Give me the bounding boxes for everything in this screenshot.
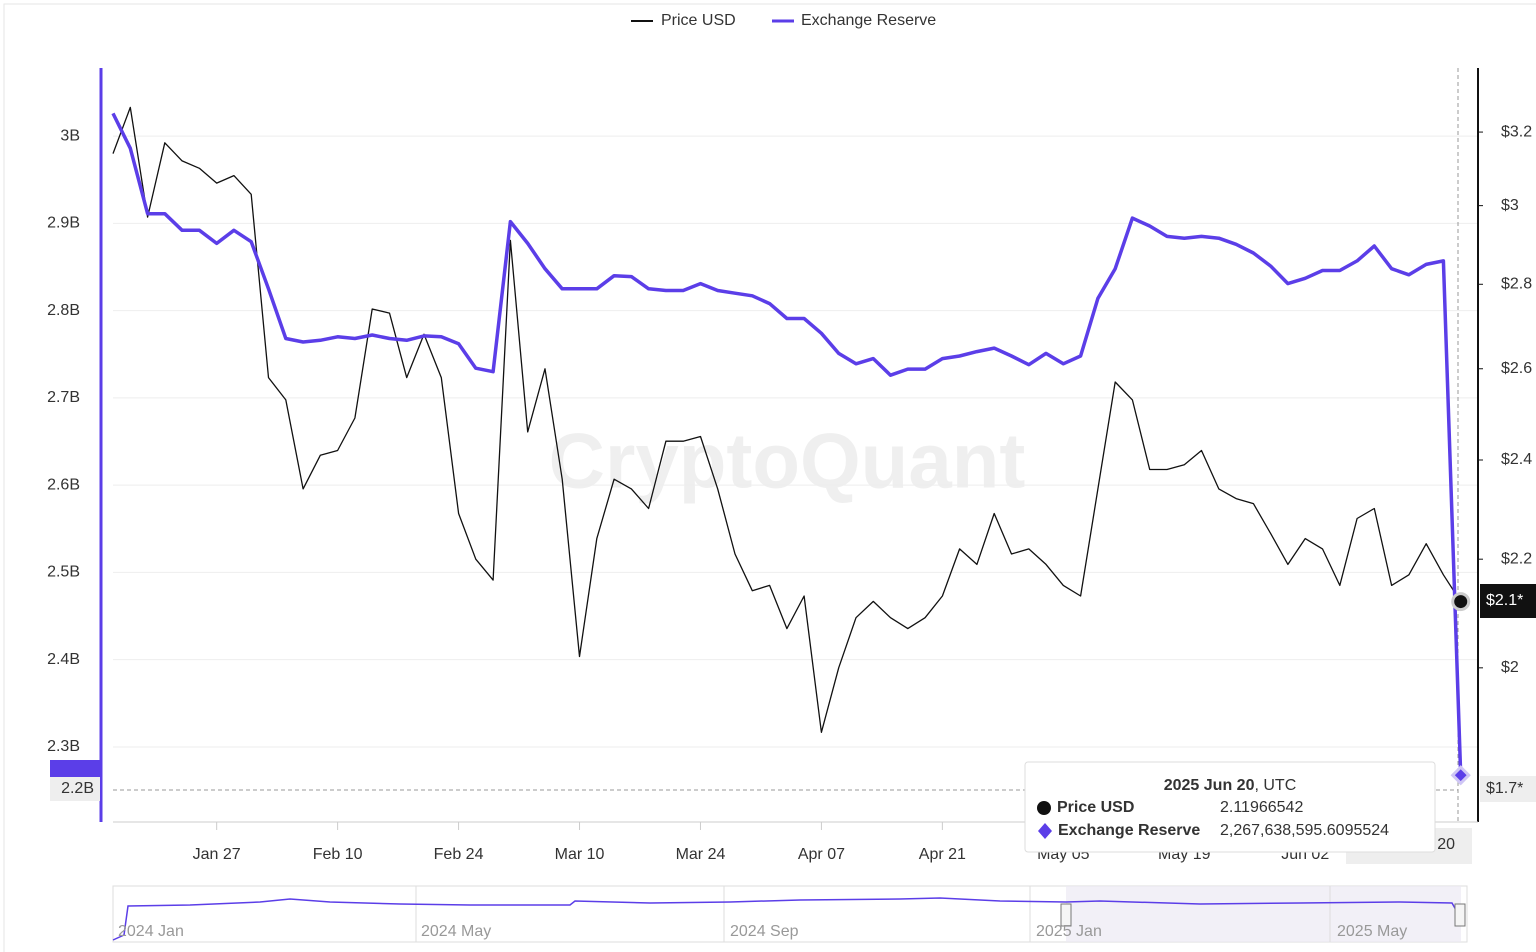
x-tick-label: Feb 24 — [434, 846, 484, 863]
y-tick-label: 2.7B — [47, 389, 80, 406]
hover-marker — [1450, 765, 1471, 786]
series-line — [112, 106, 1462, 733]
y-tick-label: 2.5B — [47, 564, 80, 581]
y-tick-label: 2.3B — [47, 738, 80, 755]
legend: Price USD Exchange Reserve — [631, 12, 936, 29]
x-tick-label: Feb 10 — [313, 846, 363, 863]
grid: 2.3B 2.4B 2.5B 2.6B 2.7B 2.8B 2.9B 3B $2 $2.2 $2.4… — [47, 123, 1532, 863]
crosshair-box — [50, 777, 100, 801]
navigator-label: 2024 May — [421, 923, 491, 940]
tooltip-value: 2,267,638,595.6095524 — [1220, 822, 1389, 839]
y2-tick-label: $2.6 — [1501, 360, 1532, 377]
navigator-line — [112, 897, 1457, 941]
tooltip-label: Exchange Reserve — [1058, 822, 1200, 839]
y-tick-label: 2.8B — [47, 302, 80, 319]
tooltip-box — [1024, 761, 1436, 853]
y-tick-label: 3B — [60, 127, 80, 144]
tooltip-marker — [1037, 801, 1051, 815]
navigator: 2024 Jan 2024 May 2024 Sep 2025 Jan 2025 May — [112, 885, 1468, 943]
navigator-handle[interactable] — [1060, 903, 1072, 927]
x-tick-label: Mar 10 — [555, 846, 605, 863]
y-tick-label: 2.4B — [47, 651, 80, 668]
navigator-handle[interactable] — [1454, 903, 1466, 927]
y-tick-label: 2.6B — [47, 476, 80, 493]
legend-label: Price USD — [661, 12, 736, 29]
y2-tick-label: $2.8 — [1501, 275, 1532, 292]
navigator-label: 2024 Jan — [118, 923, 184, 940]
crosshair-y-label: 2.2B — [61, 780, 94, 797]
crosshair-y2-label: $2.1* — [1486, 592, 1523, 609]
tooltip: 2025 Jun 20, UTC Price USD 2.11966542 Ex… — [1024, 761, 1436, 853]
x-tick-label: Apr 21 — [919, 846, 966, 863]
y2-tick-label: $2 — [1501, 659, 1519, 676]
crosshair-box — [1480, 776, 1536, 802]
tooltip-label: Price USD — [1057, 799, 1134, 816]
y2-tick-label: $2.4 — [1501, 451, 1532, 468]
legend-label: Exchange Reserve — [801, 12, 936, 29]
y-tick-label: 2.9B — [47, 215, 80, 232]
y2-tick-label: $3.2 — [1501, 123, 1532, 140]
x-tick-label: Jan 27 — [193, 846, 241, 863]
plot — [111, 106, 1471, 786]
tooltip-date: 2025 Jun 20 — [1164, 777, 1255, 794]
navigator-selection — [1066, 886, 1461, 942]
tooltip-marker — [1038, 823, 1052, 839]
x-tick-label: Mar 24 — [676, 846, 726, 863]
series-line — [111, 112, 1463, 776]
y2-tick-label: $3 — [1501, 197, 1519, 214]
y2-tick-label: $2.2 — [1501, 550, 1532, 567]
navigator-label: 2025 Jan — [1036, 923, 1102, 940]
navigator-label: 2025 May — [1337, 923, 1407, 940]
tooltip-value: 2.11966542 — [1220, 799, 1303, 816]
crosshair-x-label: 20 — [1437, 836, 1455, 853]
watermark: CryptoQuant — [549, 417, 1026, 505]
navigator-labels: 2024 Jan 2024 May 2024 Sep 2025 Jan 2025 May — [118, 923, 1407, 940]
tooltip-title: 2025 Jun 20, UTC — [1164, 777, 1297, 794]
crosshair-y2-label: $1.7* — [1486, 780, 1523, 797]
tooltip-zone: , UTC — [1254, 777, 1296, 794]
navigator-label: 2024 Sep — [730, 923, 799, 940]
x-tick-label: Apr 07 — [798, 846, 845, 863]
crosshair-box — [1480, 584, 1536, 618]
hover-marker — [1451, 592, 1471, 612]
